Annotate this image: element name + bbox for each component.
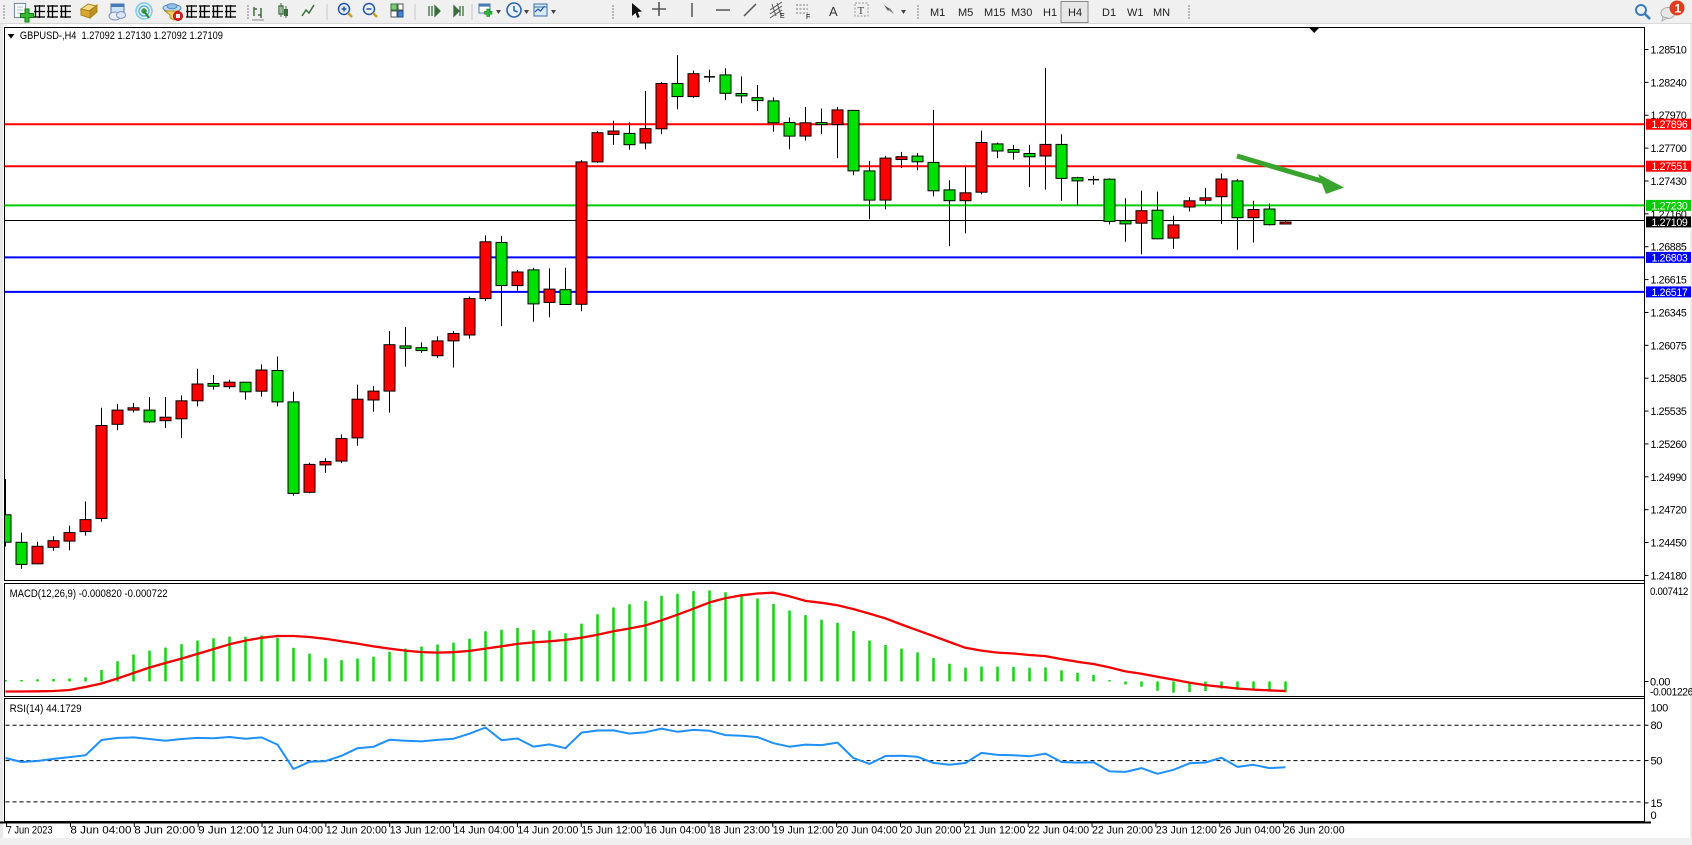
svg-text:M30: M30 [1011,7,1032,19]
svg-text:7 Jun 2023: 7 Jun 2023 [7,825,53,837]
svg-text:0.00: 0.00 [1650,676,1670,688]
svg-text:14 Jun 20:00: 14 Jun 20:00 [517,825,578,837]
svg-text:1: 1 [1675,2,1682,16]
svg-text:1.26615: 1.26615 [1651,275,1687,287]
svg-text:1.27230: 1.27230 [1652,200,1688,212]
svg-text:18 Jun 23:00: 18 Jun 23:00 [709,825,770,837]
svg-text:1.25535: 1.25535 [1651,406,1687,418]
svg-text:9 Jun 12:00: 9 Jun 12:00 [198,825,259,837]
svg-text:1.26517: 1.26517 [1652,287,1688,299]
svg-text:16 Jun 04:00: 16 Jun 04:00 [645,825,706,837]
svg-text:0.007412: 0.007412 [1650,586,1688,598]
svg-text:26 Jun 04:00: 26 Jun 04:00 [1220,825,1281,837]
svg-text:1.26075: 1.26075 [1651,340,1687,352]
svg-text:1.27700: 1.27700 [1651,143,1687,155]
svg-text:GBPUSD-,H4 1.27092 1.27130 1.: GBPUSD-,H4 1.27092 1.27130 1.27092 1.271… [20,30,223,42]
svg-text:MACD(12,26,9) -0.000820 -0.000: MACD(12,26,9) -0.000820 -0.000722 [10,588,168,600]
svg-text:1.24720: 1.24720 [1651,505,1687,517]
svg-text:MN: MN [1153,7,1170,19]
svg-text:8 Jun 20:00: 8 Jun 20:00 [134,825,195,837]
svg-text:1.26803: 1.26803 [1652,252,1688,264]
svg-text:50: 50 [1651,756,1663,768]
svg-text:22 Jun 04:00: 22 Jun 04:00 [1028,825,1089,837]
svg-text:20 Jun 04:00: 20 Jun 04:00 [837,825,898,837]
svg-text:1.25260: 1.25260 [1651,439,1687,451]
svg-text:23 Jun 12:00: 23 Jun 12:00 [1156,825,1217,837]
svg-text:F: F [806,14,810,21]
svg-text:12 Jun 04:00: 12 Jun 04:00 [262,825,323,837]
svg-text:20 Jun 20:00: 20 Jun 20:00 [901,825,962,837]
svg-text:8 Jun 04:00: 8 Jun 04:00 [70,825,131,837]
svg-text:H1: H1 [1043,7,1057,19]
svg-text:A: A [829,4,838,19]
svg-text:14 Jun 04:00: 14 Jun 04:00 [454,825,515,837]
svg-text:80: 80 [1651,720,1663,732]
svg-text:12 Jun 20:00: 12 Jun 20:00 [326,825,387,837]
svg-text:1.27896: 1.27896 [1652,119,1688,131]
svg-text:M1: M1 [930,7,945,19]
svg-text:1.25805: 1.25805 [1651,373,1687,385]
svg-text:1.26345: 1.26345 [1651,307,1687,319]
svg-text:15: 15 [1651,798,1663,810]
svg-text:RSI(14) 44.1729: RSI(14) 44.1729 [10,703,82,715]
svg-text:13 Jun 12:00: 13 Jun 12:00 [390,825,451,837]
svg-text:1.24450: 1.24450 [1651,538,1687,550]
svg-text:19 Jun 12:00: 19 Jun 12:00 [773,825,834,837]
svg-text:T: T [858,5,865,17]
svg-text:1.24990: 1.24990 [1651,472,1687,484]
svg-text:D1: D1 [1102,7,1116,19]
svg-text:W1: W1 [1127,7,1144,19]
svg-text:1.27551: 1.27551 [1652,161,1688,173]
svg-text:26 Jun 20:00: 26 Jun 20:00 [1284,825,1345,837]
svg-text:21 Jun 12:00: 21 Jun 12:00 [964,825,1025,837]
svg-text:100: 100 [1651,703,1669,715]
svg-text:0: 0 [1651,810,1657,822]
svg-text:1.27109: 1.27109 [1652,217,1688,229]
svg-text:1.28510: 1.28510 [1651,45,1687,57]
svg-text:H4: H4 [1068,7,1082,19]
svg-text:M5: M5 [958,7,973,19]
svg-text:1.26885: 1.26885 [1651,242,1687,254]
svg-text:1.27430: 1.27430 [1651,176,1687,188]
svg-text:1.28240: 1.28240 [1651,77,1687,89]
svg-text:15 Jun 12:00: 15 Jun 12:00 [581,825,642,837]
svg-text:-0.001226: -0.001226 [1650,686,1692,698]
svg-text:22 Jun 20:00: 22 Jun 20:00 [1092,825,1153,837]
svg-text:E: E [780,13,785,20]
svg-text:1.24180: 1.24180 [1651,570,1687,582]
svg-text:M15: M15 [984,7,1005,19]
